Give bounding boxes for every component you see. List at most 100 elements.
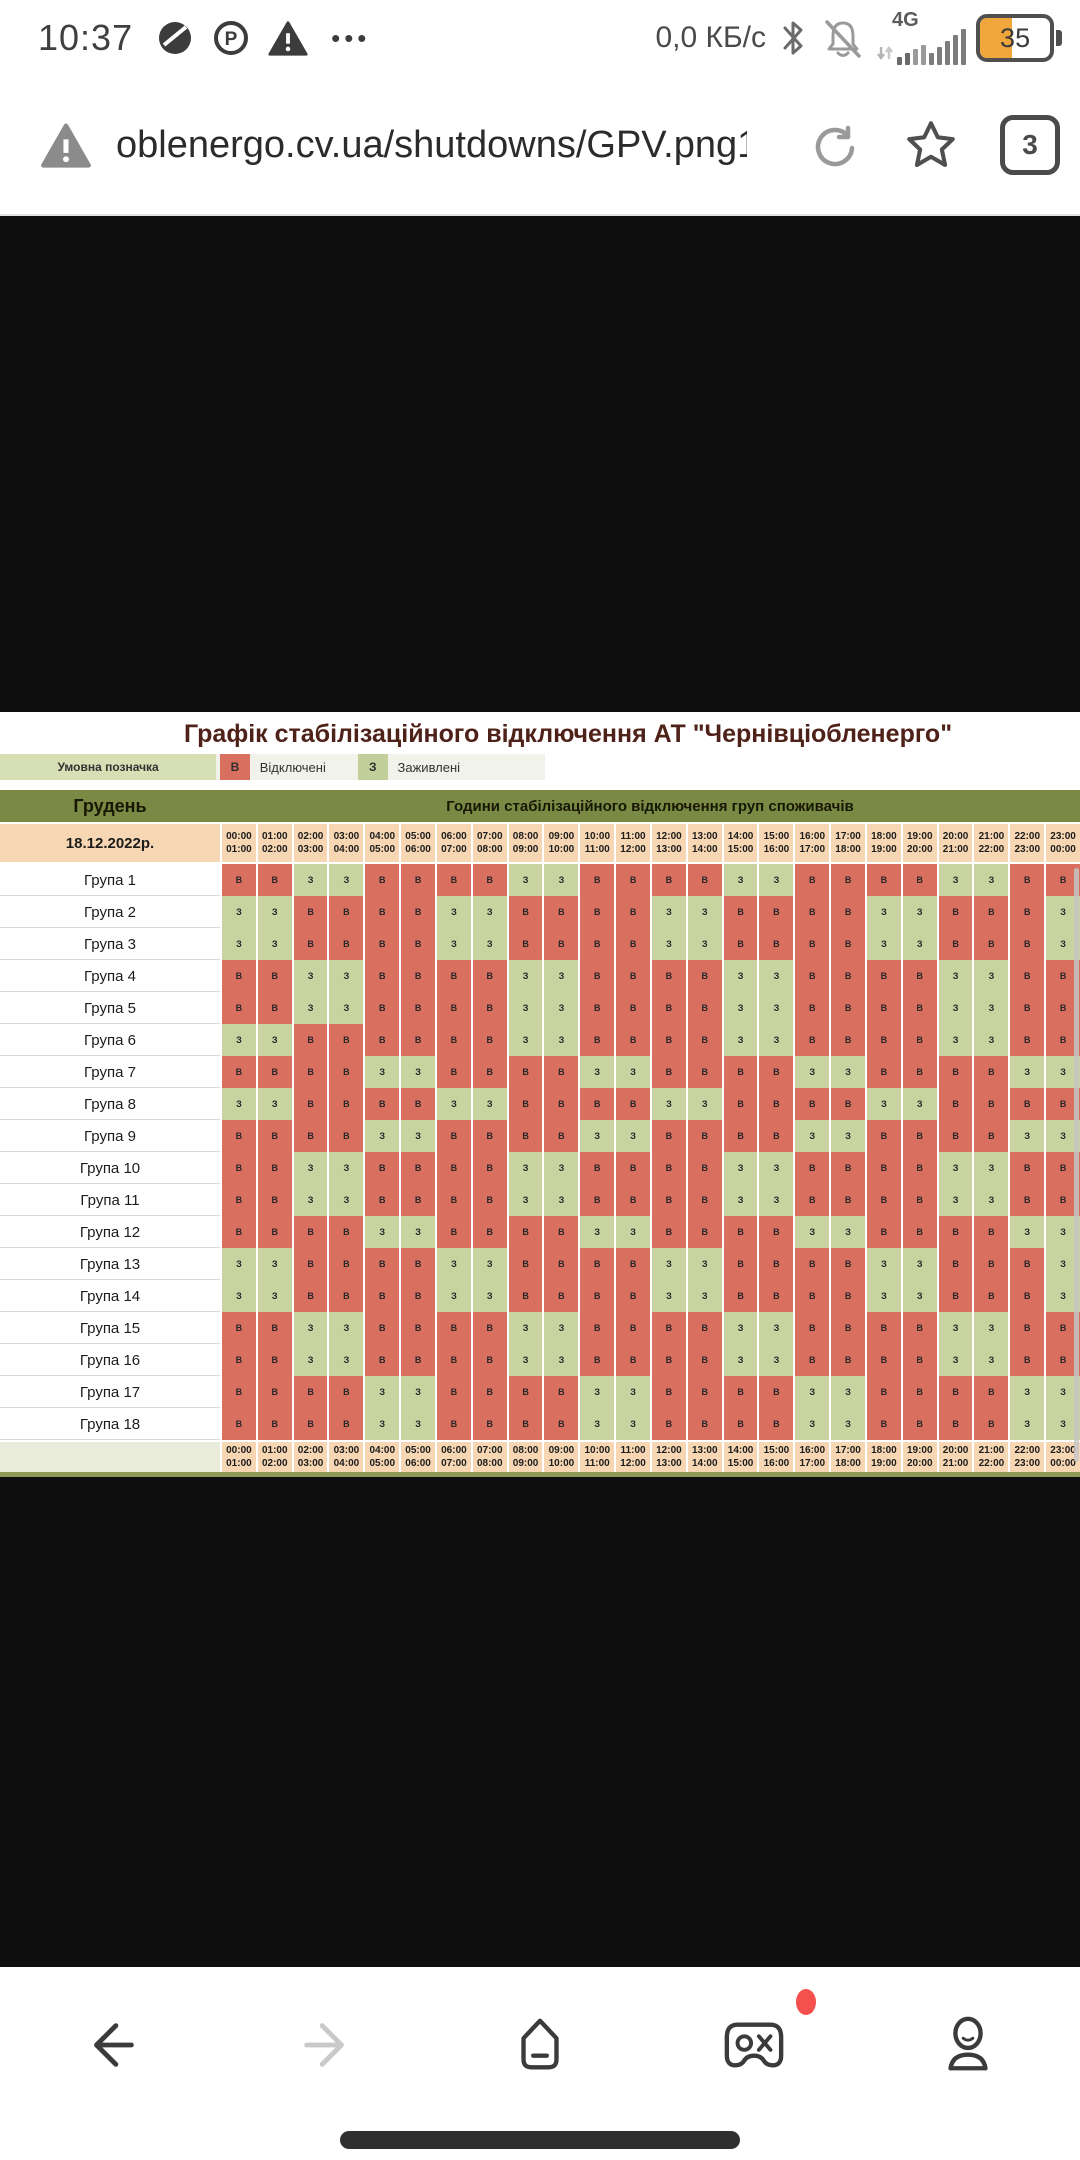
schedule-cell: З (936, 864, 973, 896)
schedule-cell: В (291, 1280, 328, 1312)
schedule-cell: В (255, 1408, 292, 1440)
schedule-cell: В (1008, 1024, 1045, 1056)
schedule-cell: В (506, 1216, 543, 1248)
time-slot-cell: 08:00 09:00 (506, 824, 543, 862)
schedule-cell: В (291, 1024, 328, 1056)
gesture-bar[interactable] (340, 2131, 740, 2149)
schedule-cell: З (291, 992, 328, 1024)
schedule-cell: В (685, 960, 722, 992)
schedule-cell: З (972, 1152, 1009, 1184)
schedule-cell: В (757, 1280, 794, 1312)
schedule-cell: В (399, 1280, 435, 1312)
schedule-cell: В (793, 960, 830, 992)
group-row: Група 11 В В З З В В В В З З В В В В З З В В В В З З В В (0, 1184, 1080, 1216)
schedule-cell: В (721, 1280, 758, 1312)
schedule-cell: В (291, 1216, 328, 1248)
time-slot-cell: 16:00 17:00 (793, 1442, 830, 1472)
schedule-cell: З (721, 1184, 758, 1216)
url-text[interactable]: oblenergo.cv.ua/shutdowns/GPV.png (116, 123, 738, 166)
page-scrollbar[interactable] (1074, 868, 1079, 1462)
schedule-cell: З (685, 896, 722, 928)
group-row: Група 14 З З В В В В З З В В В В З З В В В В З З В В В З (0, 1280, 1080, 1312)
schedule-cell: В (363, 1088, 400, 1120)
schedule-cell: З (1008, 1216, 1045, 1248)
browser-url-bar[interactable]: oblenergo.cv.ua/shutdowns/GPV.png 1 3 (0, 76, 1080, 216)
group-label: Група 2 (0, 896, 220, 928)
warning-triangle-icon (267, 18, 309, 58)
games-button[interactable] (722, 2013, 786, 2077)
schedule-cell: В (829, 1024, 865, 1056)
schedule-cell: В (542, 1408, 579, 1440)
schedule-cell: З (972, 992, 1009, 1024)
schedule-cell: В (578, 1248, 615, 1280)
group-label: Група 7 (0, 1056, 220, 1088)
schedule-cell: З (1008, 1376, 1045, 1408)
schedule-cell: З (434, 1088, 471, 1120)
schedule-cell: В (434, 1408, 471, 1440)
schedule-cell: З (649, 928, 686, 960)
schedule-cell: В (649, 864, 686, 896)
time-slot-cell: 11:00 12:00 (614, 1442, 650, 1472)
time-slot-cell: 03:00 04:00 (327, 824, 364, 862)
schedule-cell: В (900, 1056, 937, 1088)
url-overflow-character: 1 (737, 124, 747, 167)
schedule-cell: В (900, 1344, 937, 1376)
schedule-cell: В (793, 896, 830, 928)
schedule-cell: В (685, 1376, 722, 1408)
schedule-cell: З (793, 1120, 830, 1152)
back-button[interactable] (80, 2013, 144, 2077)
browser-bottom-nav (0, 1967, 1080, 2160)
schedule-cell: В (1008, 928, 1045, 960)
group-label: Група 11 (0, 1184, 220, 1216)
schedule-cell: В (829, 960, 865, 992)
bookmark-star-button[interactable] (902, 116, 960, 174)
schedule-cell: В (255, 992, 292, 1024)
schedule-cell: З (542, 960, 579, 992)
schedule-cell: З (327, 992, 364, 1024)
schedule-cell: З (542, 1344, 579, 1376)
schedule-cell: В (363, 1152, 400, 1184)
schedule-cell: В (327, 896, 364, 928)
tab-count-button[interactable]: 3 (1000, 115, 1060, 175)
schedule-cell: З (220, 928, 256, 960)
schedule-cell: З (793, 1056, 830, 1088)
schedule-cell: З (614, 1056, 650, 1088)
schedule-cell: З (255, 1024, 292, 1056)
schedule-cell: З (399, 1216, 435, 1248)
profile-button[interactable] (936, 2013, 1000, 2077)
home-button[interactable] (508, 2013, 572, 2077)
schedule-cell: З (399, 1376, 435, 1408)
schedule-cell: З (255, 1248, 292, 1280)
schedule-cell: З (506, 992, 543, 1024)
time-slot-cell: 16:00 17:00 (793, 824, 830, 862)
battery-fill (980, 18, 1012, 58)
legend-on-symbol: З (358, 754, 388, 780)
schedule-cell: В (220, 1312, 256, 1344)
legend-on-label: Заживлені (397, 759, 461, 775)
schedule-cell: В (864, 992, 901, 1024)
schedule-cell: З (506, 1152, 543, 1184)
schedule-cell: З (434, 1248, 471, 1280)
schedule-cell: В (1008, 960, 1045, 992)
schedule-cell: В (470, 1120, 507, 1152)
schedule-cell: В (363, 1312, 400, 1344)
schedule-cell: З (900, 1280, 937, 1312)
forward-button-disabled[interactable] (294, 2013, 358, 2077)
time-slot-cell: 21:00 22:00 (972, 824, 1009, 862)
schedule-cell: З (721, 1344, 758, 1376)
schedule-cell: З (542, 864, 579, 896)
time-slot-cell: 11:00 12:00 (614, 824, 650, 862)
schedule-cell: В (220, 864, 256, 896)
schedule-cell: З (542, 1184, 579, 1216)
network-type-label: 4G (892, 9, 919, 31)
refresh-button[interactable] (808, 118, 862, 172)
schedule-cell: В (578, 864, 615, 896)
schedule-cell: З (291, 1184, 328, 1216)
schedule-cell: В (649, 1408, 686, 1440)
schedule-cell: В (936, 1376, 973, 1408)
insecure-warning-icon (40, 121, 92, 169)
schedule-cell: З (721, 960, 758, 992)
schedule-cell: В (327, 1376, 364, 1408)
